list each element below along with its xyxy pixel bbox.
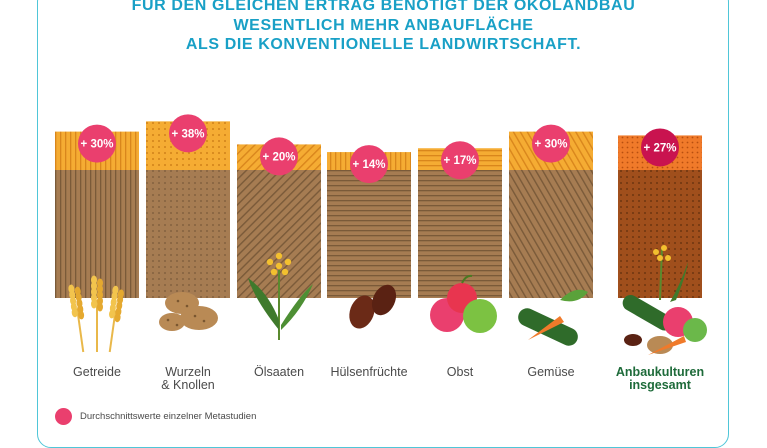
- value-label-3: + 14%: [353, 159, 386, 171]
- legend-dot-icon: [55, 408, 72, 425]
- category-label-4: Obst: [447, 365, 474, 379]
- chart-title: Für den gleichen Ertrag benötigt der Öko…: [0, 0, 767, 55]
- wheat-icon: [68, 275, 124, 353]
- category-label-6: Anbaukulturen insgesamt: [616, 365, 704, 392]
- bean-icon: [349, 284, 397, 329]
- illustrations-layer: [68, 245, 707, 355]
- value-label-5: + 30%: [535, 139, 568, 151]
- category-labels: Getreide Wurzeln & Knollen Ölsaaten Hülsenfr…: [73, 365, 704, 392]
- vegetables-icon: [518, 289, 588, 346]
- value-badge-0: [78, 124, 116, 163]
- rapeseed-icon: [248, 252, 313, 340]
- potato-icon: [159, 292, 218, 331]
- value-badge-5: [532, 124, 570, 163]
- bar-chart: + 30% + 38% + 20% + 14% + 17% + 30% + 27% Getr…: [55, 114, 707, 392]
- title-line-1: Für den gleichen Ertrag benötigt der Öko…: [131, 0, 636, 14]
- value-badge-2: [260, 137, 298, 176]
- mixed-crops-icon: [622, 245, 707, 355]
- apple-icon: [430, 274, 497, 333]
- bars-layer: + 30% + 38% + 20% + 14% + 17% + 30% + 27%: [55, 114, 702, 298]
- value-label-4: + 17%: [444, 155, 477, 167]
- title-line-3: als die konventionelle Landwirtschaft.: [185, 36, 582, 53]
- bar-base-4: [418, 170, 502, 298]
- legend: Durchschnittswerte einzelner Metastudien: [55, 408, 256, 425]
- category-label-5: Gemüse: [527, 365, 574, 379]
- value-label-1: + 38%: [172, 128, 205, 140]
- legend-label: Durchschnittswerte einzelner Metastudien: [80, 411, 257, 422]
- bar-base-3: [327, 170, 411, 298]
- category-label-3: Hülsenfrüchte: [330, 365, 407, 379]
- value-badge-1: [169, 114, 207, 153]
- bar-base-0: [55, 170, 139, 298]
- value-label-2: + 20%: [263, 151, 296, 163]
- category-label-0: Getreide: [73, 365, 121, 379]
- title-line-2: wesentlich mehr Anbaufläche: [233, 16, 534, 34]
- value-label-0: + 30%: [81, 139, 114, 151]
- bar-base-1: [146, 170, 230, 298]
- value-label-6: + 27%: [644, 142, 677, 154]
- bar-base-5: [509, 170, 593, 298]
- value-badge-3: [350, 145, 388, 184]
- category-label-1: Wurzeln & Knollen: [161, 365, 215, 392]
- value-badge-4: [441, 141, 479, 180]
- category-label-2: Ölsaaten: [254, 365, 304, 379]
- value-badge-6: [641, 128, 679, 167]
